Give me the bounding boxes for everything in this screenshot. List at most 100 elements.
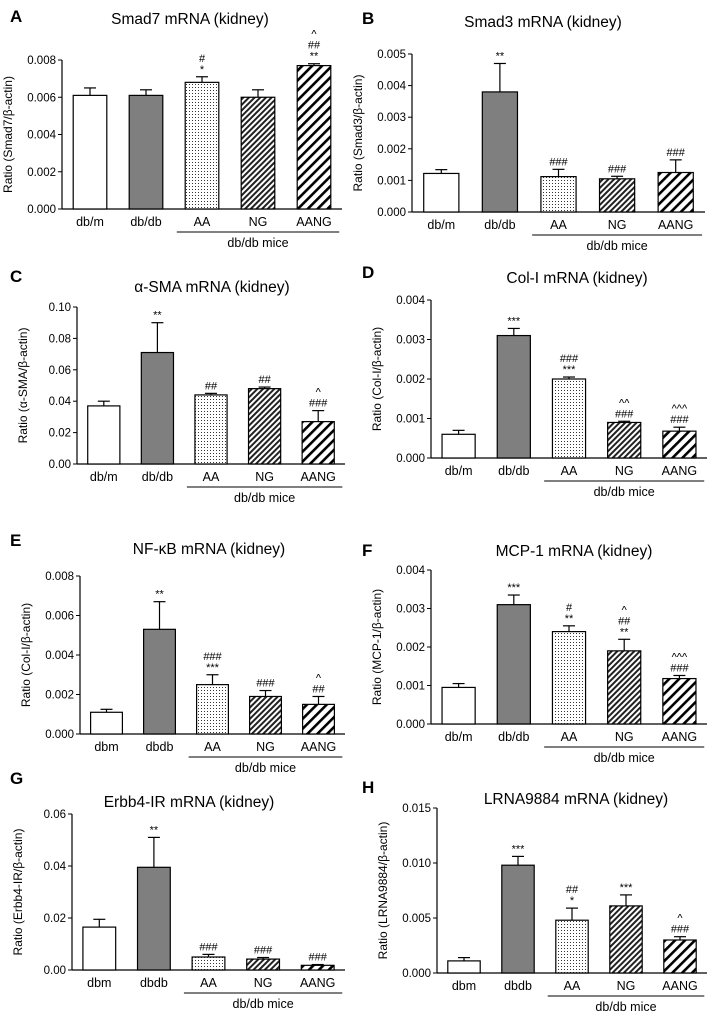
- significance-marker: ###: [549, 156, 568, 168]
- bar-aa: [194, 394, 228, 465]
- panel-letter: G: [10, 769, 23, 788]
- significance-marker: ***: [206, 662, 220, 674]
- panel-b: B Smad3 mRNA (kidney) 0.000 0.001 0.002 0.003…: [351, 9, 705, 253]
- group-label: db/db mice: [587, 239, 648, 253]
- x-tick-label: AANG: [662, 979, 697, 993]
- y-axis-label: Ratio (Smad7/β-actin): [1, 76, 15, 193]
- y-tick-label: 0.004: [45, 650, 74, 662]
- x-tick-label: NG: [615, 464, 634, 478]
- bar-ng: [240, 96, 276, 210]
- chart-title: Erbb4-IR mRNA (kidney): [104, 794, 275, 811]
- panel-h: H LRNA9884 mRNA (kidney) 0.000 0.005 0.010 0.…: [362, 778, 707, 1014]
- bar-dbm: [72, 94, 108, 210]
- significance-marker: ##: [566, 884, 579, 896]
- bar-dbdb: [128, 94, 164, 210]
- y-tick-label: 0.002: [45, 690, 74, 702]
- bar-dbm: [447, 960, 481, 974]
- y-tick-label: 0.005: [402, 913, 431, 925]
- x-tick-label: AANG: [662, 730, 697, 744]
- x-tick-label: AANG: [300, 470, 335, 484]
- panel-f: F MCP-1 mRNA (kidney) 0.000 0.001 0.002 0.003…: [362, 541, 707, 765]
- bar-aang: [296, 64, 332, 210]
- chart-title: NF-κB mRNA (kidney): [133, 541, 285, 558]
- group-label: db/db mice: [227, 236, 288, 250]
- significance-marker: ##: [258, 374, 271, 386]
- y-axis-label: Ratio (LRNA9884/β-actin): [376, 822, 390, 960]
- x-tick-label: NG: [615, 730, 634, 744]
- x-tick-label: AA: [564, 979, 581, 993]
- x-tick-label: AA: [550, 218, 567, 232]
- x-tick-label: dbm: [94, 740, 118, 754]
- significance-marker: ***: [507, 315, 521, 327]
- bar-dbdb: [143, 628, 177, 735]
- chart-title: MCP-1 mRNA (kidney): [496, 543, 653, 560]
- x-tick-label: NG: [254, 976, 273, 990]
- bar-ng: [607, 421, 642, 459]
- group-label: db/db mice: [595, 1000, 656, 1014]
- significance-marker: #: [566, 602, 573, 614]
- panel-c: Cα-SMA mRNA (kidney) 0.00 0.02 0.04 0.06 0.08…: [10, 267, 345, 505]
- significance-marker: ###: [670, 414, 689, 426]
- x-tick-label: db/m: [76, 215, 104, 229]
- bar-aa: [540, 176, 577, 213]
- bar-dbm: [82, 926, 117, 971]
- significance-marker: ###: [309, 952, 328, 964]
- bar-ng: [247, 388, 282, 465]
- y-tick-label: 0.00: [49, 459, 71, 471]
- group-label: db/db mice: [235, 761, 296, 775]
- significance-marker: ###: [671, 924, 690, 936]
- y-tick-label: 0.000: [396, 453, 425, 465]
- x-tick-label: AANG: [296, 215, 331, 229]
- y-axis-label: Ratio (Col-I/β-actin): [19, 603, 33, 707]
- x-tick-label: AANG: [658, 218, 693, 232]
- y-tick-label: 0.003: [396, 604, 425, 616]
- significance-marker: **: [150, 824, 159, 836]
- x-tick-label: AA: [204, 740, 221, 754]
- bar-dbm: [441, 686, 476, 725]
- bar-ng: [609, 905, 643, 974]
- x-tick-label: db/db: [498, 464, 529, 478]
- significance-marker: ***: [512, 843, 526, 855]
- y-tick-label: 0.004: [396, 295, 425, 307]
- group-label: db/db mice: [234, 491, 295, 505]
- chart-title: LRNA9884 mRNA (kidney): [484, 791, 668, 808]
- x-tick-label: db/m: [427, 218, 455, 232]
- y-tick-label: 0.004: [377, 81, 406, 93]
- group-label: db/db mice: [594, 485, 655, 499]
- x-tick-label: dbdb: [140, 976, 168, 990]
- significance-marker: ***: [507, 582, 521, 594]
- x-tick-label: NG: [249, 215, 268, 229]
- x-tick-label: NG: [255, 470, 274, 484]
- y-tick-label: 0.002: [27, 167, 56, 179]
- y-tick-label: 0.001: [377, 175, 406, 187]
- significance-marker: ###: [615, 408, 634, 420]
- x-tick-label: dbdb: [146, 740, 174, 754]
- bar-aang: [663, 939, 697, 974]
- y-tick-label: 0.002: [377, 144, 406, 156]
- bar-aang: [301, 421, 335, 465]
- panel-letter: C: [10, 267, 22, 286]
- y-tick-label: 0.10: [49, 302, 71, 314]
- y-tick-label: 0.06: [49, 365, 71, 377]
- x-tick-label: db/m: [445, 464, 473, 478]
- y-tick-label: 0.000: [377, 207, 406, 219]
- panel-d: D Col-I mRNA (kidney) 0.000 0.001 0.002 0.003…: [362, 263, 707, 499]
- panel-letter: A: [10, 7, 22, 26]
- y-tick-label: 0.02: [49, 428, 71, 440]
- chart-title: α-SMA mRNA (kidney): [134, 279, 289, 296]
- bar-aang: [662, 677, 697, 725]
- y-tick-label: 0.000: [396, 719, 425, 731]
- significance-marker: ^: [316, 387, 322, 399]
- significance-marker: **: [620, 626, 629, 638]
- panel-a: A Smad7 mRNA (kidney) 0.000 0.002 0.004 0.006…: [1, 7, 342, 250]
- significance-marker: ###: [667, 147, 686, 159]
- significance-marker: *: [200, 64, 205, 76]
- significance-marker: ###: [608, 163, 627, 175]
- significance-marker: ###: [309, 398, 328, 410]
- bar-dbdb: [136, 866, 171, 971]
- x-tick-label: NG: [608, 218, 627, 232]
- bar-aang: [662, 430, 697, 459]
- bar-dbdb: [481, 91, 519, 213]
- significance-marker: **: [565, 613, 574, 625]
